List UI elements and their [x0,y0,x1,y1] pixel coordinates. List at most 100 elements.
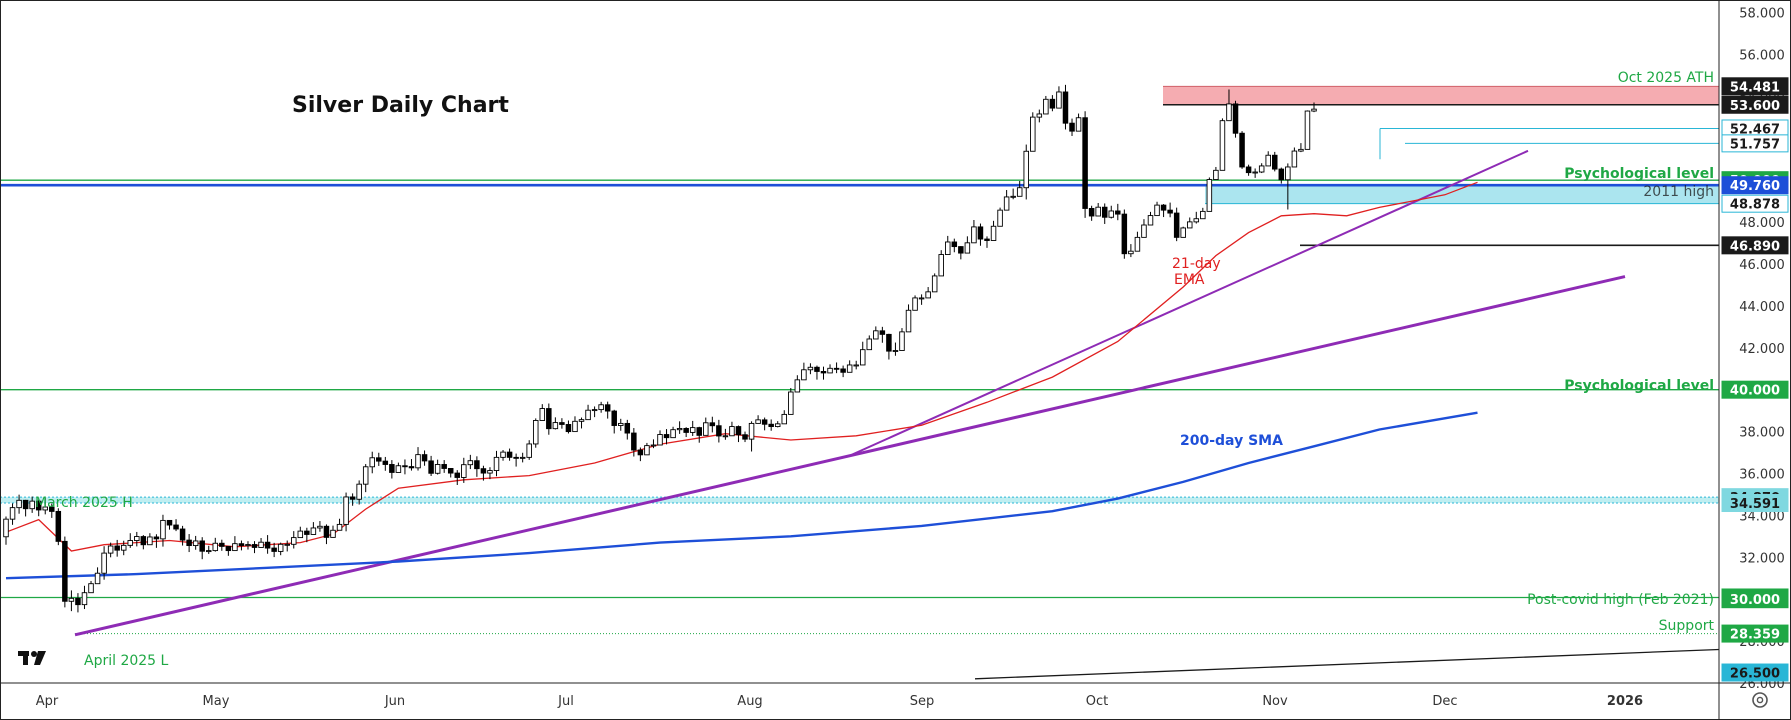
candle [886,333,892,360]
chart-title: Silver Daily Chart [292,93,509,118]
candle-body [127,540,134,546]
candle-body [1226,103,1232,122]
annotation-ema-label-1: 21-day [1172,256,1221,272]
candle-body [356,483,362,500]
candle-body [951,241,958,248]
annotation-psych-40: Psychological level [1564,378,1714,394]
price-tick-label: 32.000 [1739,551,1785,566]
candle [899,328,905,351]
candle [781,410,788,425]
candle [559,418,565,429]
candle [977,223,984,246]
candle-body [755,419,761,424]
candle [1043,95,1049,115]
price-label-text: 30.000 [1730,593,1780,608]
candle [657,430,663,446]
candle-body [467,460,474,466]
candle-body [709,422,716,427]
candle [395,462,402,473]
candle-body [1167,209,1173,214]
candle-body [1095,206,1101,217]
price-label: 26.500 [1721,663,1789,682]
candle [873,326,879,340]
candle [1016,181,1023,197]
time-tick-label: Aug [737,694,762,709]
candle-body [532,420,539,445]
candle [958,246,964,260]
candle-body [114,545,120,551]
candle [55,508,62,546]
candle-body [186,539,192,547]
candle-body [258,541,264,548]
candle-body [1108,210,1115,218]
candle [205,545,212,554]
candle-body [284,543,290,546]
settings-gear-icon[interactable] [1752,692,1768,708]
candle-body [1278,168,1285,181]
ath-resistance-zone [1163,86,1719,105]
price-tick-label: 48.000 [1739,216,1785,231]
candle-body [539,408,546,421]
candle [42,498,48,515]
candle-body [68,597,75,602]
march-high-zone [0,497,1719,504]
candle [480,465,487,481]
candle-body [29,500,35,510]
time-tick-label: Apr [36,694,59,709]
candle-body [1036,113,1043,118]
candle-body [1147,215,1154,226]
candle-body [1285,166,1291,181]
candle [1311,102,1317,113]
candle-body [382,460,389,465]
candle [925,287,931,299]
candle-body [9,507,16,520]
candle-body [572,420,578,433]
candle [1219,118,1226,171]
candle [768,419,774,431]
candle [827,364,833,374]
candle [1128,244,1134,258]
candle [761,417,768,431]
candle-body [1173,212,1180,238]
candle [905,304,912,333]
candle-body [1075,117,1082,132]
candle [1173,207,1180,242]
candle-body [153,536,160,540]
price-label: 30.000 [1721,590,1789,609]
candle-body [1180,227,1186,238]
candle [611,409,617,434]
candle [461,457,467,483]
candle [1291,147,1298,168]
candle [840,365,846,378]
candle-body [650,444,657,447]
candle-body [598,404,604,411]
candle [984,236,990,248]
candle [225,545,232,556]
candle-body [421,454,428,462]
candle-body [1121,213,1128,255]
candle [1226,89,1232,122]
price-label-text: 51.757 [1730,137,1780,152]
candle-body [624,422,631,434]
candle [284,540,290,552]
candle-body [866,338,873,351]
candle-body [644,445,650,456]
candle [624,419,631,440]
price-tick-label: 36.000 [1739,467,1785,482]
candle [120,540,127,556]
candle-body [1200,210,1206,220]
candle-body [938,254,944,277]
price-label-text: 48.878 [1730,198,1780,213]
candle-body [1160,204,1167,211]
candle-body [1043,98,1049,115]
price-label-text: 46.890 [1730,239,1780,254]
candle [62,536,68,608]
candle-body [768,423,774,428]
price-label-text: 26.500 [1730,667,1780,682]
candle-body [408,466,415,469]
candle [264,535,271,554]
candle-body [173,524,179,530]
candle [500,450,506,461]
candle-body [1101,206,1108,218]
candle-body [415,454,421,469]
